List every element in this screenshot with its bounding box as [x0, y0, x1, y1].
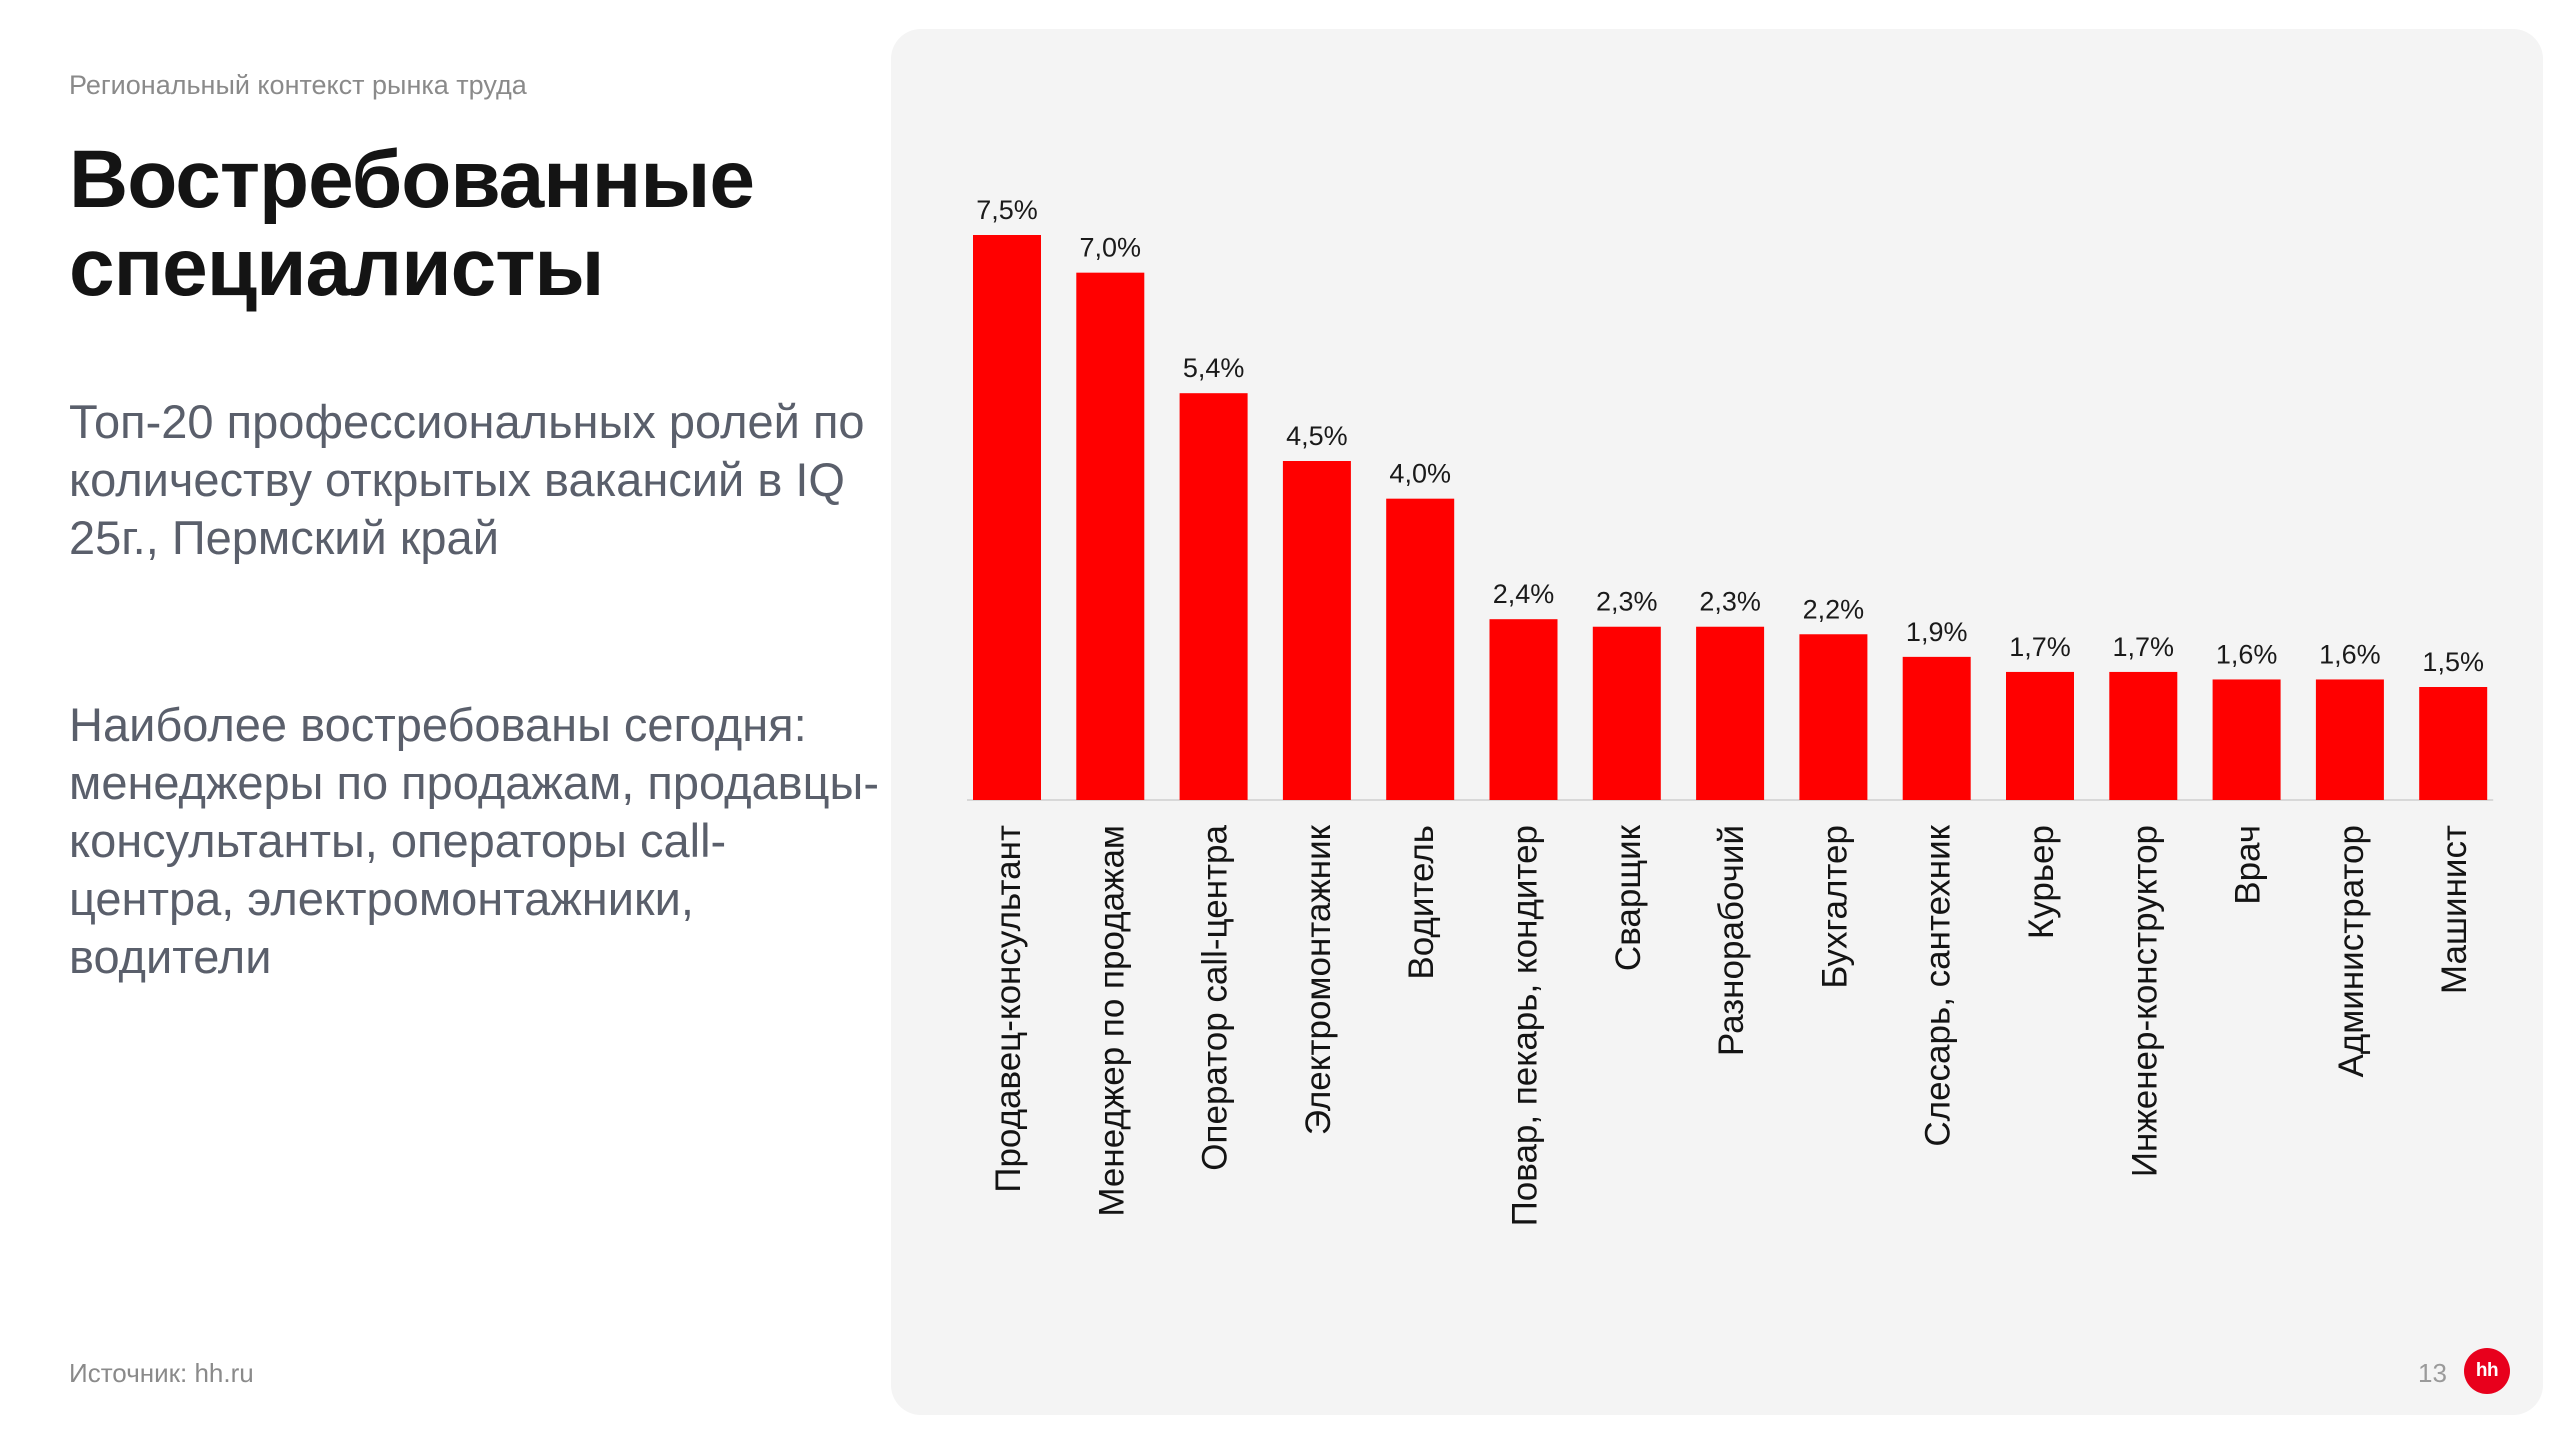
- category-label: Курьер: [2022, 825, 2061, 939]
- data-label: 4,0%: [1389, 459, 1451, 489]
- data-label: 1,6%: [2319, 639, 2381, 669]
- bar: [1696, 626, 1765, 800]
- bar: [1489, 619, 1558, 800]
- description-paragraph-1: Топ-20 профессиональных ролей по количес…: [69, 395, 865, 564]
- category-label: Администратор: [2332, 825, 2371, 1078]
- data-label: 1,6%: [2216, 639, 2278, 669]
- category-label: Инженер-конструктор: [2125, 825, 2164, 1177]
- bar: [1386, 498, 1455, 800]
- category-label: Слесарь, сантехник: [1919, 824, 1958, 1146]
- data-label: 1,9%: [1906, 617, 1968, 647]
- bar: [1799, 634, 1868, 800]
- bar: [1592, 626, 1661, 800]
- data-label: 7,0%: [1080, 233, 1142, 263]
- data-label: 2,2%: [1803, 594, 1865, 624]
- page-title: Востребованные специалисты: [69, 134, 755, 313]
- bar: [2109, 671, 2178, 800]
- bar: [1076, 272, 1145, 801]
- data-label: 5,4%: [1183, 353, 1245, 383]
- data-label: 1,7%: [2113, 632, 2175, 662]
- data-label: 2,3%: [1596, 587, 1658, 617]
- bar: [2212, 679, 2281, 800]
- data-label: 2,3%: [1699, 587, 1761, 617]
- source-note: Источник: hh.ru: [69, 1358, 254, 1388]
- data-label: 1,5%: [2422, 647, 2484, 677]
- bar: [973, 235, 1041, 800]
- description-paragraph-2: Наиболее востребованы сегодня: менеджеры…: [69, 698, 879, 983]
- bar: [1902, 656, 1971, 800]
- category-label: Электромонтажник: [1299, 824, 1338, 1135]
- category-label: Машинист: [2435, 825, 2474, 994]
- category-label: Менеджер по продажам: [1092, 825, 1131, 1217]
- bar: [2315, 679, 2384, 800]
- data-label: 4,5%: [1286, 421, 1348, 451]
- category-label: Водитель: [1402, 825, 1441, 980]
- bar: [2006, 671, 2074, 800]
- data-label: 1,7%: [2009, 632, 2071, 662]
- bar: [2419, 687, 2488, 800]
- category-label: Сварщик: [1609, 824, 1648, 971]
- category-label: Продавец-консультант: [989, 825, 1028, 1193]
- data-label: 2,4%: [1493, 579, 1555, 609]
- data-label: 7,5%: [976, 195, 1038, 225]
- bar: [1282, 461, 1351, 800]
- section-label: Региональный контекст рынка труда: [69, 70, 527, 100]
- category-label: Разнорабочий: [1712, 825, 1751, 1056]
- category-label: Бухгалтер: [1815, 825, 1854, 989]
- category-label: Повар, пекарь, кондитер: [1506, 825, 1545, 1226]
- page-number: 13: [2418, 1358, 2447, 1388]
- bar: [1179, 393, 1248, 800]
- category-label: Оператор call-центра: [1196, 824, 1235, 1170]
- category-label: Врач: [2229, 825, 2268, 905]
- hh-logo: hh: [2464, 1348, 2510, 1394]
